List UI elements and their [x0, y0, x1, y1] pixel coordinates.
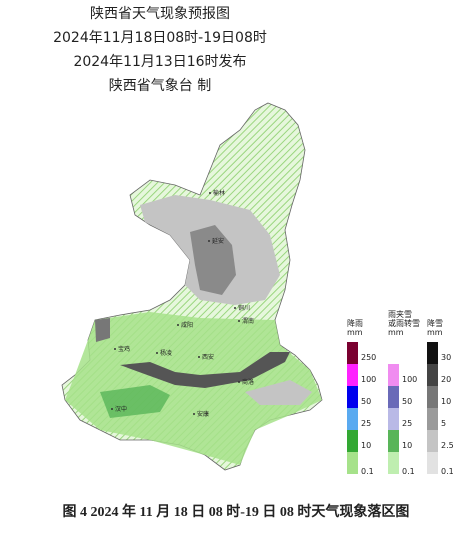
city-label: 延安: [212, 237, 224, 245]
city-label: 榆林: [213, 189, 225, 197]
legend-swatch: [388, 430, 399, 452]
city-dot: [209, 192, 211, 194]
rain-area: [65, 312, 322, 465]
city-label: 商洛: [242, 378, 254, 386]
legend-label: 250: [361, 353, 376, 362]
city-label: 汉中: [115, 405, 127, 413]
legend-swatch: [427, 430, 438, 452]
legend-label: 30: [441, 353, 451, 362]
city-label: 咸阳: [181, 321, 193, 329]
snow-area-heavy: [120, 352, 290, 388]
snow-area-heavy: [95, 318, 110, 342]
legend-label: 25: [361, 419, 371, 428]
legend-title: 或雨转雪: [388, 318, 420, 328]
rain-area-moderate: [100, 385, 170, 418]
caption: 图 4 2024 年 11 月 18 日 08 时-19 日 08 时天气现象落…: [63, 503, 410, 520]
legend-label: 10: [361, 441, 371, 450]
city-dot: [177, 324, 179, 326]
city-dot: [193, 413, 195, 415]
legend-title: 降雨: [347, 318, 363, 328]
legend-swatch: [427, 408, 438, 430]
legend-label: 25: [402, 419, 412, 428]
legend-label: 20: [441, 375, 451, 384]
province-map: [61, 102, 323, 471]
city-label: 宝鸡: [118, 345, 130, 353]
city-label: 安康: [197, 410, 209, 418]
snow-area-heavy: [190, 225, 236, 295]
legend-swatch: [347, 342, 358, 364]
city-dot: [198, 356, 200, 358]
city-label: 渭南: [242, 317, 254, 325]
title: 陕西省天气现象预报图: [90, 6, 230, 22]
legend-swatch: [388, 452, 399, 474]
snow-area: [245, 380, 312, 405]
period: 2024年11月18日08时-19日08时: [53, 30, 267, 46]
legend-swatch: [347, 430, 358, 452]
legend-label: 50: [402, 397, 412, 406]
legend-unit: mm: [347, 328, 363, 337]
legend-swatch: [347, 452, 358, 474]
city-dot: [238, 381, 240, 383]
city-dot: [208, 240, 210, 242]
legend-swatch: [427, 364, 438, 386]
legend-label: 10: [441, 397, 451, 406]
legend-label: 10: [402, 441, 412, 450]
legend-label: 50: [361, 397, 371, 406]
legend-label: 0.1: [402, 467, 415, 476]
city-dot: [156, 352, 158, 354]
legend-swatch: [347, 386, 358, 408]
legend-swatch: [347, 364, 358, 386]
legend-label: 0.1: [361, 467, 374, 476]
legend-label: 100: [361, 375, 376, 384]
legend-label: 0.1: [441, 467, 454, 476]
city-label: 铜川: [238, 304, 250, 312]
city-dot: [111, 408, 113, 410]
legend-swatch: [388, 386, 399, 408]
legend-unit: mm: [388, 328, 404, 337]
legend-swatch: [388, 364, 399, 386]
city-dot: [114, 348, 116, 350]
legend-title: 雨夹雪: [388, 309, 412, 319]
issuer: 陕西省气象台 制: [109, 78, 211, 94]
legend-unit: mm: [427, 328, 443, 337]
legend-label: 5: [441, 419, 446, 428]
city-label: 西安: [202, 353, 214, 361]
city-dot: [238, 320, 240, 322]
legend-swatch: [427, 452, 438, 474]
legend-swatch: [388, 408, 399, 430]
issued: 2024年11月13日16时发布: [73, 54, 246, 70]
city-label: 杨凌: [160, 349, 172, 357]
legend-swatch: [427, 342, 438, 364]
legend-label: 100: [402, 375, 417, 384]
legend-swatch: [427, 386, 438, 408]
city-dot: [234, 307, 236, 309]
legend-label: 2.5: [441, 441, 454, 450]
legend-title: 降雪: [427, 318, 443, 328]
legend-swatch: [347, 408, 358, 430]
